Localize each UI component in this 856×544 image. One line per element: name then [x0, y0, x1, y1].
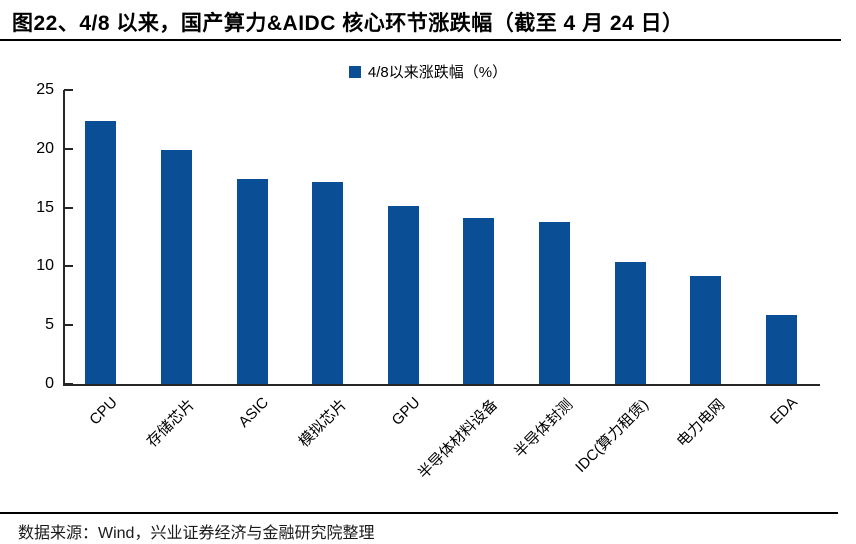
- bar-模拟芯片: [312, 181, 344, 384]
- x-axis-label: CPU: [86, 394, 121, 429]
- bar-EDA: [765, 314, 797, 384]
- legend-swatch: [348, 65, 361, 78]
- chart-legend: 4/8以来涨跌幅（%）: [0, 61, 856, 82]
- y-axis-tick-label: 15: [36, 198, 54, 216]
- footer-divider: [0, 512, 838, 514]
- y-axis-tick-mark: [64, 206, 73, 209]
- y-axis-tick-label: 10: [36, 257, 54, 275]
- x-axis-label: EDA: [767, 394, 802, 428]
- bar-CPU: [85, 120, 117, 384]
- title-divider: [0, 39, 841, 41]
- bar-IDC(算力租赁): [614, 261, 646, 384]
- y-axis-tick-label: 20: [36, 139, 54, 157]
- y-axis-tick-mark: [64, 89, 73, 91]
- x-axis-label: ASIC: [235, 394, 273, 431]
- data-source: 数据来源：Wind，兴业证券经济与金融研究院整理: [18, 525, 375, 542]
- y-axis-tick-mark: [64, 147, 73, 150]
- y-axis-tick-mark: [64, 383, 73, 385]
- y-axis-tick-label: 0: [45, 375, 54, 392]
- y-axis-tick-mark: [64, 265, 73, 268]
- x-axis-label: IDC(算力租赁): [572, 396, 653, 476]
- bar-存储芯片: [160, 149, 192, 384]
- bar-ASIC: [236, 179, 268, 384]
- y-axis-tick-label: 25: [36, 81, 54, 98]
- x-axis-label: 存储芯片: [144, 396, 199, 451]
- x-axis-label: 模拟芯片: [295, 396, 350, 451]
- x-axis-label: 半导体材料设备: [414, 396, 501, 483]
- y-axis-tick-mark: [64, 324, 73, 327]
- legend-label: 4/8以来涨跌幅（%）: [367, 64, 508, 81]
- y-axis-tick-label: 5: [45, 316, 54, 334]
- bar-电力电网: [690, 275, 722, 384]
- bar-半导体封测: [538, 221, 570, 384]
- figure-title: 图22、4/8 以来，国产算力&AIDC 核心环节涨跌幅（截至 4 月 24 日…: [12, 12, 684, 35]
- plot-area: [63, 90, 820, 386]
- bar-半导体材料设备: [463, 218, 495, 384]
- x-axis-label: 半导体封测: [511, 396, 577, 462]
- x-axis-label: 电力电网: [673, 396, 728, 451]
- x-axis-label: GPU: [388, 394, 424, 430]
- bar-GPU: [387, 206, 419, 384]
